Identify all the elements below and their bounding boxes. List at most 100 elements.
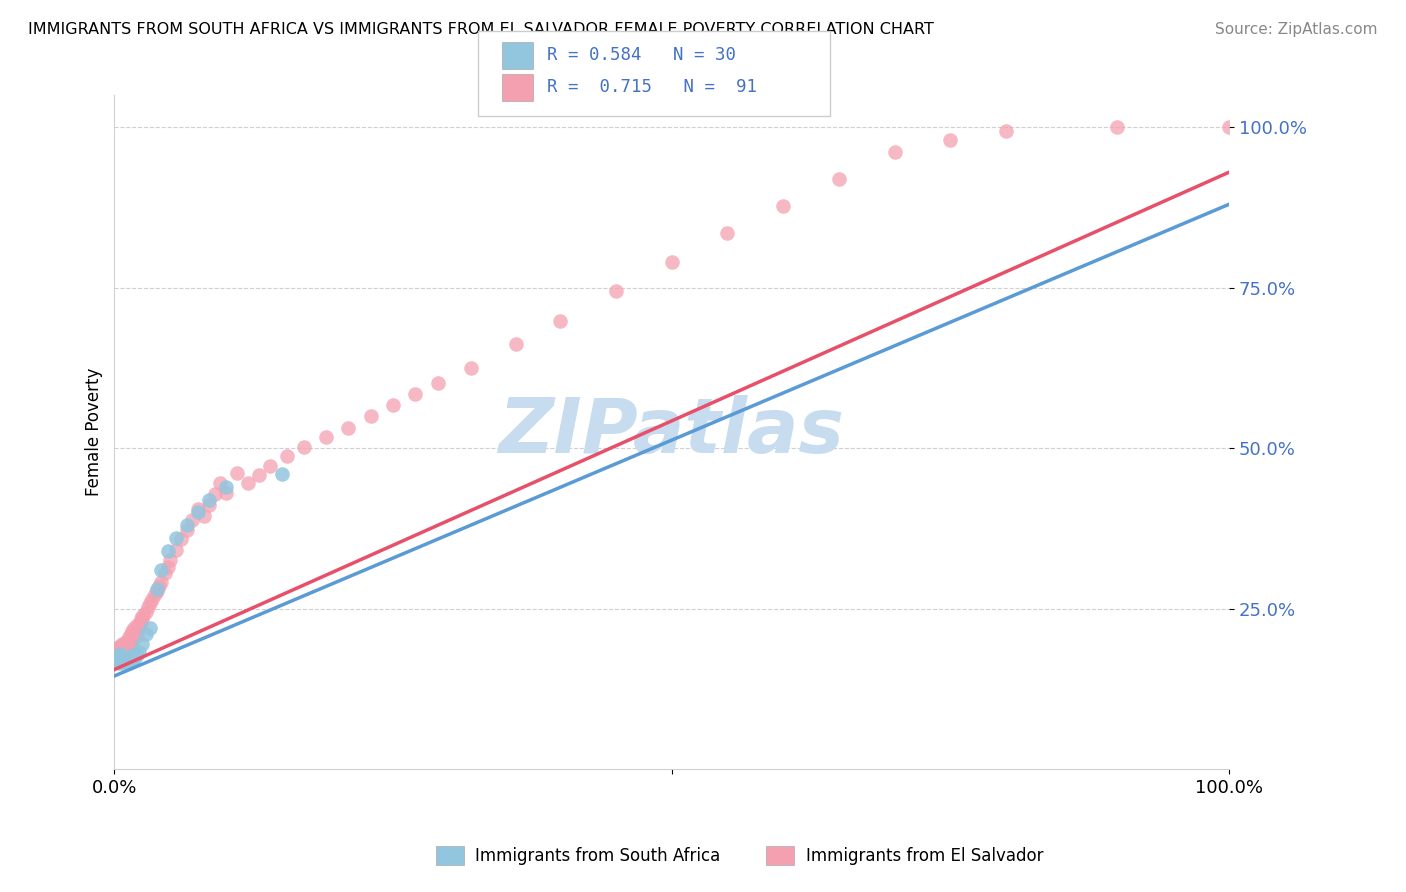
Point bbox=[121, 633, 143, 648]
Point bbox=[117, 635, 139, 649]
Point bbox=[117, 645, 139, 659]
Point bbox=[127, 622, 149, 636]
Point bbox=[121, 624, 143, 638]
Point bbox=[120, 637, 142, 651]
Point bbox=[112, 656, 135, 670]
Point bbox=[150, 574, 173, 589]
Point bbox=[114, 645, 136, 659]
Text: IMMIGRANTS FROM SOUTH AFRICA VS IMMIGRANTS FROM EL SALVADOR FEMALE POVERTY CORRE: IMMIGRANTS FROM SOUTH AFRICA VS IMMIGRAN… bbox=[28, 22, 934, 37]
Point bbox=[772, 199, 794, 213]
Text: ZIPatlas: ZIPatlas bbox=[499, 395, 845, 469]
Text: Immigrants from South Africa: Immigrants from South Africa bbox=[475, 847, 720, 865]
Point bbox=[404, 386, 426, 401]
Point bbox=[605, 284, 627, 298]
Point bbox=[995, 123, 1018, 137]
Point bbox=[132, 607, 155, 622]
Text: R =  0.715   N =  91: R = 0.715 N = 91 bbox=[547, 78, 756, 96]
Point bbox=[136, 600, 159, 615]
Point bbox=[125, 617, 148, 632]
Point bbox=[141, 591, 163, 606]
Point bbox=[108, 654, 131, 668]
Point bbox=[108, 647, 131, 661]
Point bbox=[122, 631, 145, 645]
Point bbox=[145, 582, 167, 597]
Point bbox=[105, 649, 128, 664]
Point bbox=[112, 640, 135, 654]
Point bbox=[145, 583, 167, 598]
Point bbox=[187, 505, 209, 519]
Point bbox=[128, 619, 150, 633]
Point bbox=[114, 637, 136, 651]
Point bbox=[548, 314, 571, 328]
Point bbox=[122, 648, 145, 662]
Point bbox=[198, 492, 221, 507]
Point bbox=[124, 624, 146, 638]
Text: R = 0.584   N = 30: R = 0.584 N = 30 bbox=[547, 46, 735, 64]
Point bbox=[143, 587, 166, 601]
Point bbox=[1218, 120, 1240, 135]
Point bbox=[124, 651, 146, 665]
Point bbox=[111, 641, 134, 656]
Point bbox=[131, 637, 153, 651]
Point bbox=[111, 637, 134, 651]
Point bbox=[828, 171, 851, 186]
Point bbox=[107, 653, 129, 667]
Point bbox=[426, 376, 449, 390]
Point bbox=[114, 635, 136, 649]
Point bbox=[382, 398, 405, 412]
Point bbox=[135, 605, 157, 619]
Point bbox=[118, 656, 141, 670]
Point bbox=[165, 531, 187, 545]
Point bbox=[270, 467, 292, 481]
Point bbox=[111, 653, 134, 667]
Point bbox=[108, 651, 131, 665]
Point bbox=[215, 480, 238, 494]
Point bbox=[176, 518, 198, 533]
Point bbox=[176, 524, 198, 538]
Point bbox=[139, 621, 162, 635]
Point bbox=[105, 645, 128, 659]
Point bbox=[337, 420, 360, 434]
Point bbox=[165, 542, 187, 557]
Point bbox=[716, 226, 738, 240]
Point bbox=[112, 651, 135, 665]
Point bbox=[247, 468, 270, 483]
Point bbox=[129, 611, 152, 625]
Point bbox=[114, 654, 136, 668]
Point bbox=[170, 533, 193, 547]
Point bbox=[315, 429, 337, 443]
Point bbox=[460, 361, 482, 376]
Point bbox=[128, 645, 150, 659]
Point bbox=[292, 440, 315, 454]
Point bbox=[198, 498, 221, 512]
Point bbox=[193, 508, 215, 523]
Point bbox=[360, 409, 382, 423]
Point bbox=[139, 597, 162, 611]
Text: Source: ZipAtlas.com: Source: ZipAtlas.com bbox=[1215, 22, 1378, 37]
Point bbox=[118, 631, 141, 645]
Point bbox=[110, 653, 132, 667]
Point bbox=[124, 621, 146, 635]
Point bbox=[124, 627, 146, 641]
Point bbox=[236, 476, 259, 491]
Point bbox=[108, 639, 131, 653]
Point bbox=[209, 476, 232, 491]
Point bbox=[120, 627, 142, 641]
Point bbox=[121, 653, 143, 667]
Point bbox=[156, 560, 179, 574]
Point bbox=[215, 486, 238, 500]
Point bbox=[107, 643, 129, 657]
Point bbox=[156, 544, 179, 558]
Point bbox=[118, 641, 141, 656]
Point bbox=[125, 628, 148, 642]
Point bbox=[108, 640, 131, 654]
Point bbox=[115, 651, 138, 665]
Text: Immigrants from El Salvador: Immigrants from El Salvador bbox=[806, 847, 1043, 865]
Point bbox=[115, 643, 138, 657]
Point bbox=[661, 255, 683, 269]
Point bbox=[104, 648, 127, 662]
Point bbox=[125, 648, 148, 662]
Point bbox=[505, 337, 527, 351]
Point bbox=[110, 643, 132, 657]
Point bbox=[108, 644, 131, 658]
